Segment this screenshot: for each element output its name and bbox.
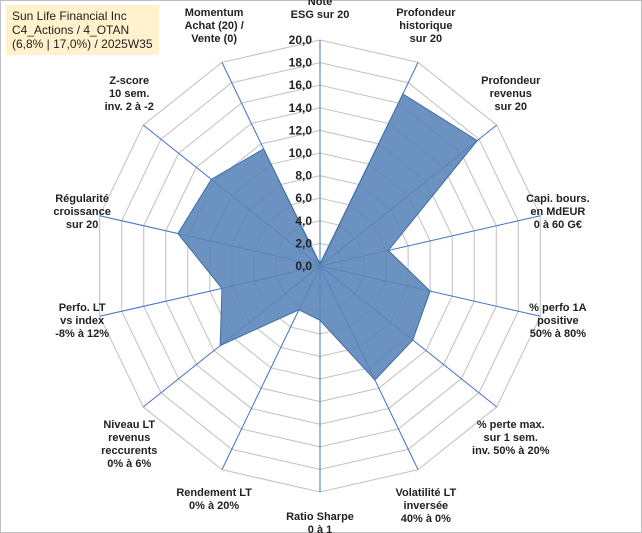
radar-tick-labels: 0,0 2,0 4,0 6,0 8,0 10,0 12,0 14,0 16,0 18,0 20,0 <box>289 33 313 273</box>
tick-label: 0,0 <box>295 259 312 273</box>
radar-series <box>177 93 479 381</box>
axis-category-label: Régularité croissance sur 20 <box>53 193 110 231</box>
tick-label: 10,0 <box>289 146 313 160</box>
title-category: C4_Actions / 4_OTAN <box>12 23 130 37</box>
axis-category-label: Profondeur revenus sur 20 <box>481 75 541 113</box>
axis-category-label: Rendement LT 0% à 20% <box>176 487 252 512</box>
axis-category-label: Z-score 10 sem. inv. 2 à -2 <box>105 75 154 113</box>
tick-label: 8,0 <box>295 169 312 183</box>
tick-label: 20,0 <box>289 33 313 47</box>
axis-category-label: Volatilité LT inversée 40% à 0% <box>396 487 457 525</box>
title-company: Sun Life Financial Inc <box>12 9 127 23</box>
series-area <box>177 93 479 381</box>
axis-category-label: Niveau LT revenus reccurents 0% à 6% <box>101 419 157 470</box>
axis-category-label: Capi. bours. en MdEUR 0 à 60 G€ <box>526 193 590 231</box>
axis-category-label: Note ESG sur 20 <box>291 0 350 21</box>
axis-category-label: % perfo 1A positive 50% à 80% <box>529 302 587 340</box>
axis-category-label: Perfo. LT vs index -8% à 12% <box>55 302 109 340</box>
axis-category-label: Momentum Achat (20) / Vente (0) <box>184 7 243 45</box>
axis-category-label: Ratio Sharpe 0 à 1 <box>286 511 354 533</box>
tick-label: 12,0 <box>289 123 313 137</box>
chart-title-box: Sun Life Financial Inc C4_Actions / 4_OT… <box>6 5 159 55</box>
tick-label: 4,0 <box>295 214 312 228</box>
tick-label: 18,0 <box>289 56 313 70</box>
axis-category-label: % perte max. sur 1 sem. inv. 50% à 20% <box>472 419 550 457</box>
axis-category-label: Profondeur historique sur 20 <box>396 7 456 45</box>
tick-label: 16,0 <box>289 78 313 92</box>
tick-label: 14,0 <box>289 101 313 115</box>
radar-axis-labels: Note ESG sur 20 Profondeur historique sur 20… <box>53 0 589 533</box>
title-period: (6,8% | 17,0%) / 2025W35 <box>12 37 153 51</box>
tick-label: 6,0 <box>295 191 312 205</box>
tick-label: 2,0 <box>295 236 312 250</box>
